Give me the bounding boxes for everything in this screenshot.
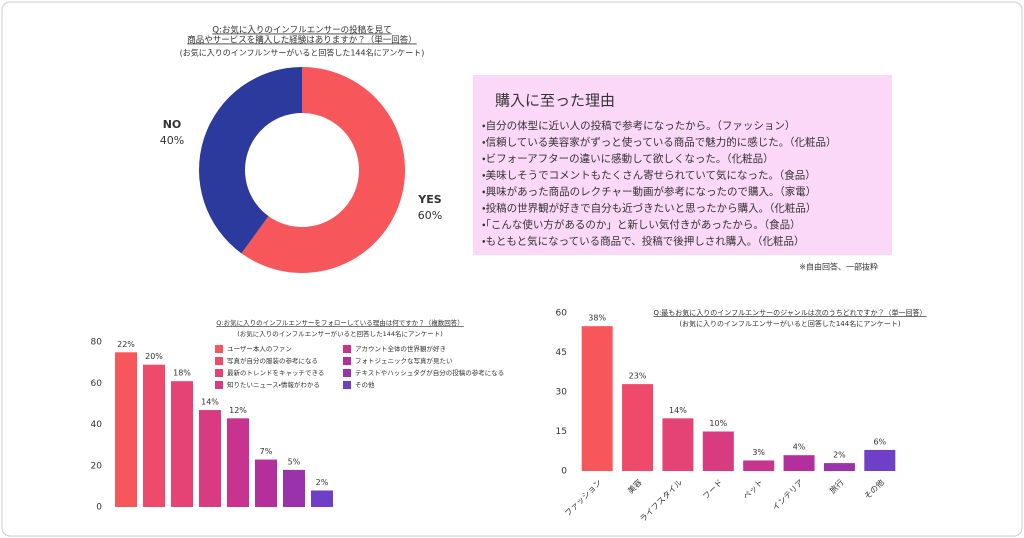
chart-title: Q:お気に入りのインフルエンサーをフォローしている理由は何ですか？（複数回答）: [216, 318, 463, 327]
chart-title: 商品やサービスを購入した経験はありますか？（単一回答）: [187, 35, 417, 46]
y-tick-label: 15: [556, 427, 567, 437]
legend-swatch: [215, 369, 223, 377]
box-title: 購入に至った理由: [495, 92, 615, 110]
legend-swatch: [343, 369, 351, 377]
chart-subtitle: (お気に入りのインフルエンサーがいると回答した144名にアンケート): [679, 319, 901, 328]
y-tick-label: 60: [556, 309, 568, 319]
value-label: 38%: [588, 314, 606, 323]
value-label: 3%: [752, 448, 765, 457]
legend-label: 写真が自分の服装の参考になる: [227, 356, 318, 365]
box-note: ※自由回答、一部抜粋: [799, 262, 878, 272]
bar: [311, 490, 333, 507]
reason-item: ・「こんな使い方があるのか」と新しい気付きがあったから。（食品）: [482, 218, 801, 231]
bar: [864, 449, 896, 471]
legend-label: その他: [355, 380, 375, 389]
reasons-box: [473, 75, 892, 255]
legend-label: テキストやハッシュタグが自分の投稿の参考になる: [355, 368, 504, 377]
legend-label: 最新のトレンドをキャッチできる: [227, 368, 324, 377]
legend-swatch: [215, 381, 223, 389]
reason-item: ・信頼している美容家がずっと使っている商品で魅力的に感じた。（化粧品）: [482, 136, 836, 149]
y-tick-label: 0: [96, 503, 102, 513]
legend-swatch: [343, 381, 351, 389]
reason-item: ・ビフォーアフターの違いに感動して欲しくなった。（化粧品）: [482, 152, 774, 165]
legend-swatch: [215, 345, 223, 353]
legend-swatch: [343, 357, 351, 365]
y-tick-label: 20: [91, 461, 103, 471]
bar: [143, 364, 165, 507]
bar: [171, 381, 193, 507]
value-label: 22%: [117, 340, 135, 349]
value-label: 14%: [669, 406, 687, 415]
donut-slice: [241, 67, 405, 273]
bar: [823, 463, 855, 471]
y-tick-label: 80: [91, 338, 103, 348]
legend-swatch: [215, 357, 223, 365]
reason-item: ・興味があった商品のレクチャー動画が参考になったので購入。（家電）: [482, 185, 816, 198]
bar: [662, 418, 694, 471]
y-tick-label: 30: [556, 388, 568, 398]
slice-label: NO: [163, 118, 182, 131]
y-tick-label: 60: [91, 379, 103, 389]
value-label: 18%: [173, 369, 191, 378]
chart-title: Q:お気に入りのインフルエンサーの投稿を見て: [212, 25, 391, 36]
bar: [622, 384, 654, 471]
y-tick-label: 45: [556, 348, 567, 358]
legend-label: 知りたいニュース・情報がわかる: [227, 380, 320, 389]
bar: [199, 410, 221, 507]
bar: [255, 459, 277, 507]
reason-item: ・美味しそうでコメントもたくさん寄せられていて気になった。（食品）: [482, 169, 816, 182]
value-label: 5%: [288, 457, 301, 466]
y-tick-label: 0: [561, 467, 567, 477]
value-label: 20%: [145, 352, 163, 361]
slice-label: YES: [417, 193, 441, 206]
reason-item: ・自分の体型に近い人の投稿で参考になったから。（ファッション）: [482, 119, 795, 132]
value-label: 14%: [201, 398, 219, 407]
reason-item: ・もともと気になっている商品で、投稿で後押しされ購入。（化粧品）: [482, 235, 804, 248]
chart-subtitle: (お気に入りのインフルンサーがいると回答した144名にアンケート): [180, 48, 425, 58]
value-label: 2%: [833, 451, 846, 460]
value-label: 2%: [316, 478, 329, 487]
chart-subtitle: (お気に入りのインフルエンサーがいると回答した144名にアンケート): [237, 329, 443, 338]
bar: [702, 431, 734, 471]
donut-slice: [199, 67, 302, 254]
value-label: 7%: [260, 447, 273, 456]
bar: [743, 460, 775, 471]
chart-title: Q:最もお気に入りのインフルエンサーのジャンルは次のうちどれですか？（単一回答）: [653, 308, 926, 317]
legend-label: アカウント全体の世界観が好き: [355, 344, 446, 353]
slice-value: 60%: [418, 209, 442, 222]
value-label: 23%: [629, 372, 647, 381]
value-label: 4%: [793, 443, 806, 452]
legend-label: ユーザー本人のファン: [227, 344, 292, 353]
value-label: 12%: [229, 406, 247, 415]
reason-item: ・投稿の世界観が好きで自分も近づきたいと思ったから購入。（化粧品）: [482, 202, 816, 215]
value-label: 10%: [709, 419, 727, 428]
legend-swatch: [343, 345, 351, 353]
slice-value: 40%: [160, 134, 184, 147]
bar: [227, 418, 249, 507]
value-label: 6%: [873, 437, 886, 446]
bar: [115, 352, 137, 507]
bar: [783, 455, 815, 471]
y-tick-label: 40: [91, 420, 103, 430]
bar: [283, 469, 305, 507]
bar: [581, 326, 613, 471]
legend-label: フォトジェニックな写真が見たい: [355, 356, 453, 365]
